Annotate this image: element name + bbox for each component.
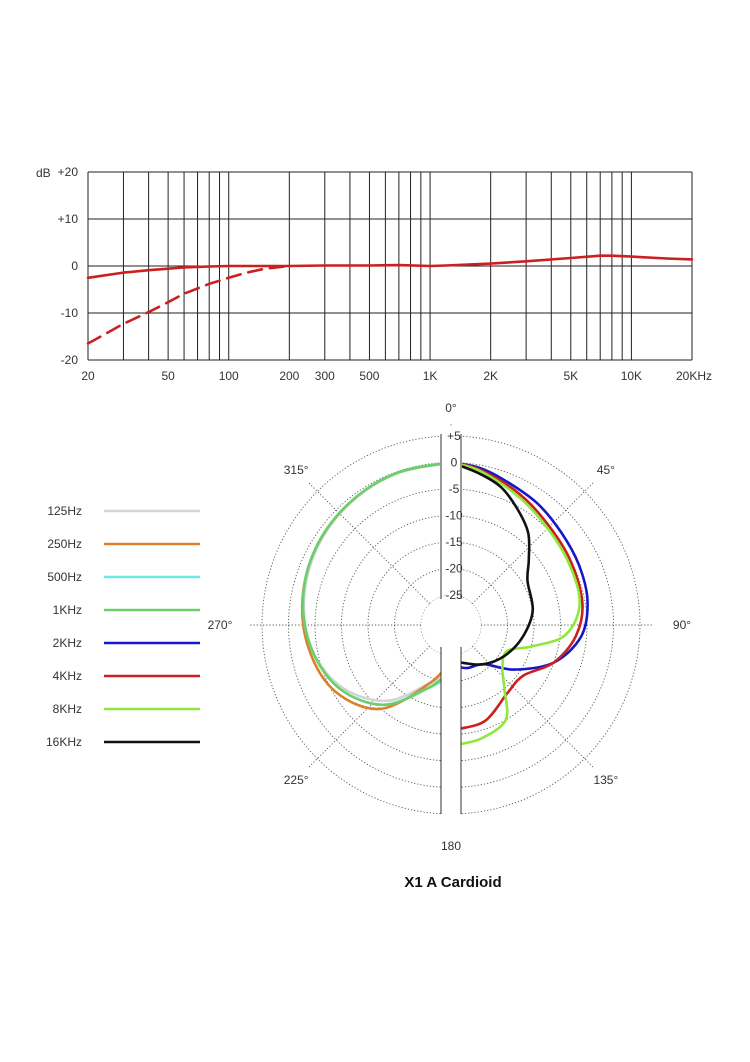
frequency-y-tick-label: -10 — [61, 306, 79, 320]
polar-angle-label: 180 — [441, 839, 461, 853]
frequency-y-tick-label: +20 — [58, 165, 79, 179]
frequency-x-tick-label: 20KHz — [676, 369, 712, 383]
legend-label: 4KHz — [53, 669, 82, 683]
polar-angle-label: 0° — [445, 401, 457, 415]
frequency-x-tick-label: 50 — [161, 369, 175, 383]
polar-angle-label: 135° — [593, 773, 618, 787]
polar-ring-label: -5 — [449, 482, 460, 496]
polar-chart-title: X1 A Cardioid — [404, 874, 501, 891]
frequency-y-tick-label: +10 — [58, 212, 79, 226]
polar-center-mask — [421, 426, 481, 829]
polar-ring-label: -25 — [445, 588, 463, 602]
frequency-y-axis-label: dB — [36, 166, 51, 180]
polar-curve-125hz — [302, 461, 453, 703]
frequency-response-line — [86, 254, 694, 280]
frequency-x-tick-label: 5K — [563, 369, 578, 383]
polar-ring-label: -20 — [445, 562, 463, 576]
legend-label: 500Hz — [47, 570, 82, 584]
legend-item: 4KHz — [53, 669, 200, 683]
frequency-x-tick-label: 100 — [219, 369, 239, 383]
legend-label: 1KHz — [53, 603, 82, 617]
legend-item: 8KHz — [53, 702, 200, 716]
frequency-series — [86, 254, 694, 345]
frequency-x-tick-label: 20 — [81, 369, 95, 383]
polar-spoke — [308, 482, 431, 605]
polar-angle-label: 315° — [284, 463, 309, 477]
frequency-response-lowcut-line — [86, 264, 291, 345]
polar-ring-labels: +5 0 -5 -10 -15 -20 -25 — [445, 429, 463, 602]
legend-label: 2KHz — [53, 636, 82, 650]
polar-legend: 125Hz 250Hz 500Hz 1KHz 2KHz 4KHz 8KHz 16KHz — [46, 504, 200, 749]
legend-item: 500Hz — [47, 570, 200, 584]
polar-curve-4khz — [449, 461, 584, 731]
polar-ring-label: -10 — [445, 509, 463, 523]
polar-angle-labels: 0° 45° 90° 135° 180 225° 270° 315° — [208, 401, 692, 853]
frequency-x-tick-label: 1K — [423, 369, 438, 383]
frequency-x-tick-label: 10K — [621, 369, 642, 383]
frequency-response-chart: +20+100-10-20 20 50 100 200 300 500 1K 2K 5K 10K 2… — [36, 165, 712, 383]
polar-pattern-chart: +5 0 -5 -10 -15 -20 -25 0° 45° 90° 135° 180 225° 270… — [208, 401, 692, 853]
legend-label: 16KHz — [46, 735, 82, 749]
polar-curve-1khz — [301, 461, 453, 707]
legend-label: 125Hz — [47, 504, 82, 518]
frequency-x-tick-label: 300 — [315, 369, 335, 383]
polar-series — [300, 461, 589, 747]
polar-bottom-gap — [441, 625, 461, 829]
polar-angle-label: 45° — [597, 463, 615, 477]
legend-label: 250Hz — [47, 537, 82, 551]
legend-item: 125Hz — [47, 504, 200, 518]
frequency-y-ticks: +20 +10 0 -10 -20 — [58, 165, 79, 367]
polar-angle-label: 90° — [673, 618, 691, 632]
frequency-x-tick-label: 2K — [483, 369, 498, 383]
frequency-x-ticks: 20 50 100 200 300 500 1K 2K 5K 10K 20KHz — [81, 369, 712, 383]
polar-curve-8khz — [449, 461, 582, 747]
legend-item: 1KHz — [53, 603, 200, 617]
frequency-x-tick-label: 500 — [359, 369, 379, 383]
legend-label: 8KHz — [53, 702, 82, 716]
frequency-y-tick-label: -20 — [61, 353, 79, 367]
legend-item: 250Hz — [47, 537, 200, 551]
polar-spoke — [308, 645, 431, 768]
polar-angle-label: 225° — [284, 773, 309, 787]
legend-item: 2KHz — [53, 636, 200, 650]
frequency-y-tick-label: 0 — [71, 259, 78, 273]
legend-item: 16KHz — [46, 735, 200, 749]
polar-angle-label: 270° — [208, 618, 233, 632]
polar-ring-label: -15 — [445, 535, 463, 549]
frequency-x-tick-label: 200 — [279, 369, 299, 383]
polar-ring-label: 0 — [451, 456, 458, 470]
polar-curve-16khz — [449, 461, 535, 666]
polar-ring-label: +5 — [447, 429, 461, 443]
polar-label-column — [440, 426, 462, 595]
